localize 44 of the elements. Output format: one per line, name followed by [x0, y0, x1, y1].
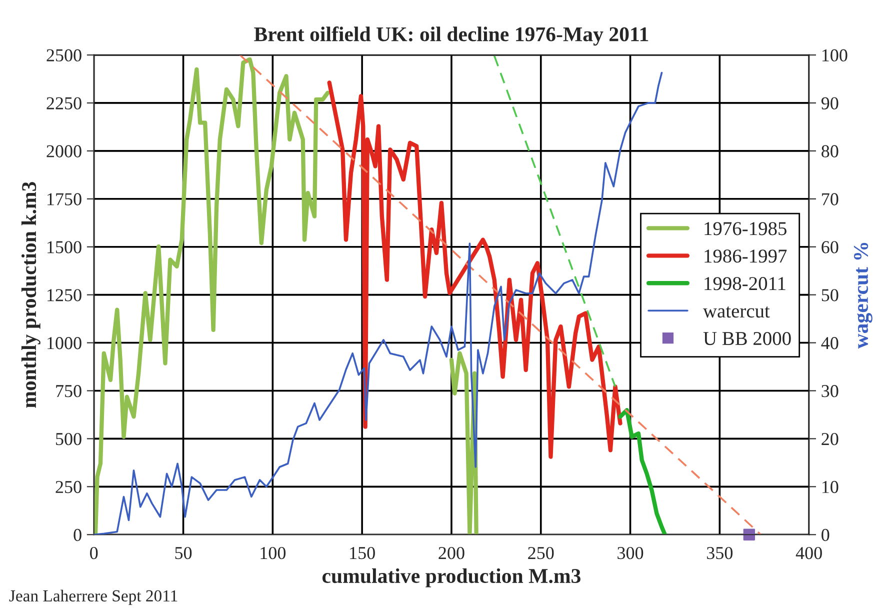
- y-tick-label: 1250: [48, 289, 82, 302]
- y-tick-label: 2000: [46, 145, 82, 158]
- y2-tick-label: 90: [821, 97, 838, 110]
- y-tick-label: 1750: [48, 193, 82, 206]
- y2-tick-label: 100: [822, 49, 848, 62]
- line-series: [618, 408, 668, 535]
- legend-label: 1986-1997: [704, 250, 787, 263]
- y2-tick-label: 40: [821, 337, 838, 350]
- y2-tick-label: 10: [822, 480, 838, 494]
- legend-label: 1976-1985: [704, 222, 786, 236]
- legend-label: watercut: [702, 306, 770, 318]
- y2-tick-label: 20: [822, 432, 838, 446]
- y2-tick-label: 70: [822, 193, 838, 206]
- x-tick-label: 300: [618, 546, 644, 560]
- y2-tick-label: 50: [822, 289, 838, 302]
- y-tick-label: 250: [56, 480, 82, 494]
- x-axis-title: cumulative production M.m3: [322, 568, 580, 588]
- line-series: [327, 80, 622, 459]
- y-tick-label: 2500: [46, 49, 82, 62]
- y-axis-title: monthly production k.m3: [21, 182, 40, 408]
- x-tick-label: 400: [796, 546, 822, 560]
- x-tick-label: 0: [90, 546, 98, 560]
- x-tick-label: 200: [438, 546, 464, 560]
- x-tick-label: 250: [528, 546, 554, 560]
- x-tick-label: 150: [350, 546, 375, 560]
- x-tick-label: 100: [260, 546, 286, 560]
- line-series: [94, 72, 663, 535]
- y-tick-label: 0: [74, 528, 82, 542]
- y2-axis-title: wagercut %: [854, 242, 872, 349]
- x-tick-label: 50: [175, 546, 192, 560]
- y2-tick-label: 0: [822, 528, 830, 542]
- y-tick-label: 500: [56, 432, 82, 446]
- legend-label: U BB 2000: [703, 332, 791, 346]
- x-tick-label: 350: [706, 546, 733, 560]
- y2-tick-label: 80: [822, 145, 838, 158]
- y2-tick-label: 30: [822, 384, 838, 398]
- text: Jean Laherrere Sept 2011: [9, 590, 178, 605]
- y-tick-label: 2250: [46, 97, 82, 110]
- chart-title: Brent oilfield UK: oil decline 1976-May 2011: [254, 26, 648, 46]
- y2-tick-label: 60: [822, 241, 838, 254]
- y-tick-label: 1500: [48, 241, 82, 254]
- legend-label: 1998-2011: [704, 277, 786, 290]
- y-tick-label: 750: [56, 384, 82, 398]
- y-tick-label: 1000: [48, 337, 82, 350]
